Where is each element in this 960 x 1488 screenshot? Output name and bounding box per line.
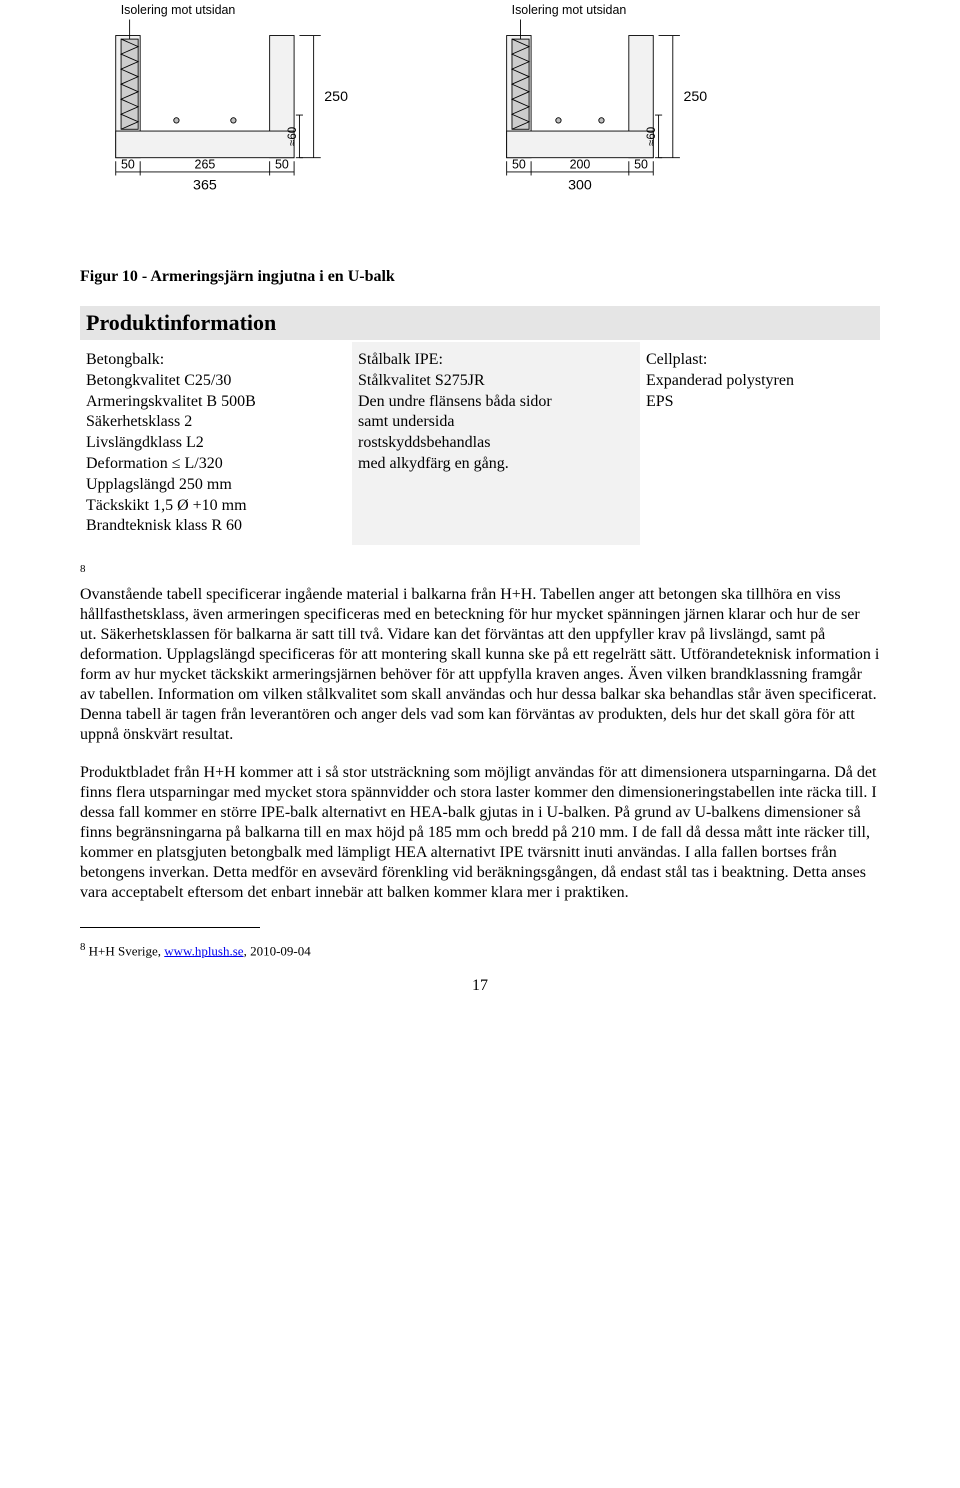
- body-text: Ovanstående tabell specificerar ingående…: [80, 586, 879, 743]
- info-line: EPS: [646, 392, 870, 413]
- info-line: Den undre flänsens båda sidor: [358, 392, 630, 413]
- info-col-cellplast: Cellplast:Expanderad polystyrenEPS: [640, 342, 880, 545]
- info-line: Säkerhetsklass 2: [86, 412, 342, 433]
- svg-text:Isolering mot utsidan: Isolering mot utsidan: [121, 3, 236, 17]
- page-number: 17: [80, 977, 880, 995]
- info-line: Stålkvalitet S275JR: [358, 371, 630, 392]
- svg-text:50: 50: [512, 157, 526, 171]
- svg-text:300: 300: [568, 178, 592, 194]
- svg-text:≈60: ≈60: [646, 127, 658, 146]
- svg-text:250: 250: [324, 89, 348, 105]
- svg-text:50: 50: [634, 157, 648, 171]
- svg-text:365: 365: [193, 178, 217, 194]
- info-line: Brandteknisk klass R 60: [86, 516, 342, 537]
- info-col-concrete: Betongbalk:Betongkvalitet C25/30Armering…: [80, 342, 352, 545]
- svg-text:200: 200: [570, 157, 591, 171]
- svg-text:265: 265: [195, 157, 216, 171]
- footnote-link[interactable]: www.hplush.se: [164, 943, 243, 958]
- svg-text:50: 50: [275, 157, 289, 171]
- info-line: Betongkvalitet C25/30: [86, 371, 342, 392]
- product-info-table: Betongbalk:Betongkvalitet C25/30Armering…: [80, 342, 880, 545]
- footnote-marker: 8: [80, 563, 86, 575]
- info-line: Upplagslängd 250 mm: [86, 475, 342, 496]
- footnote: 8 H+H Sverige, www.hplush.se, 2010-09-04: [80, 941, 880, 959]
- info-line: Täckskikt 1,5 Ø +10 mm: [86, 496, 342, 517]
- info-line: Cellplast:: [646, 350, 870, 371]
- svg-text:Isolering mot utsidan: Isolering mot utsidan: [512, 3, 627, 17]
- footnote-prefix: H+H Sverige,: [85, 943, 164, 958]
- figure-caption: Figur 10 - Armeringsjärn ingjutna i en U…: [80, 268, 880, 286]
- info-line: Deformation ≤ L/320: [86, 454, 342, 475]
- info-line: med alkydfärg en gång.: [358, 454, 630, 475]
- section-heading: Produktinformation: [80, 306, 880, 340]
- info-col-steel: Stålbalk IPE:Stålkvalitet S275JRDen undr…: [352, 342, 640, 545]
- info-line: Stålbalk IPE:: [358, 350, 630, 371]
- footnote-suffix: , 2010-09-04: [244, 943, 311, 958]
- info-line: Betongbalk:: [86, 350, 342, 371]
- info-line: samt undersida: [358, 412, 630, 433]
- svg-text:250: 250: [683, 89, 707, 105]
- figure-diagram: Isolering mot utsidan 250 ≈60 50 265 50 365 Iso…: [80, 0, 880, 260]
- svg-text:50: 50: [121, 157, 135, 171]
- info-line: Expanderad polystyren: [646, 371, 870, 392]
- body-paragraph-2: Produktbladet från H+H kommer att i så s…: [80, 763, 880, 903]
- body-paragraph-1: 8 Ovanstående tabell specificerar ingåen…: [80, 563, 880, 744]
- info-line: Armeringskvalitet B 500B: [86, 392, 342, 413]
- footnote-separator: [80, 927, 260, 928]
- info-line: rostskyddsbehandlas: [358, 433, 630, 454]
- info-line: Livslängdklass L2: [86, 433, 342, 454]
- svg-text:≈60: ≈60: [287, 127, 299, 146]
